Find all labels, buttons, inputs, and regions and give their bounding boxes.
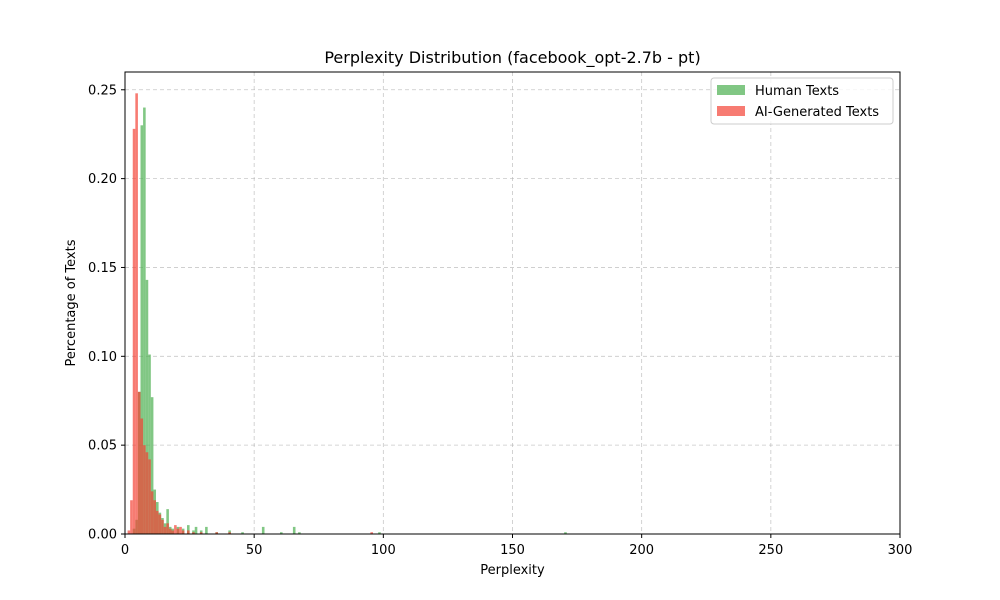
bar-human [205, 526, 208, 534]
x-axis-title: Perplexity [480, 563, 545, 578]
bar-ai [179, 526, 182, 534]
bar-ai [132, 128, 136, 534]
y-tick-label: 0.20 [88, 172, 117, 187]
bar-ai [153, 500, 156, 534]
bar-human [145, 279, 149, 534]
bar-human [194, 526, 198, 534]
bar-ai [370, 532, 373, 534]
x-tick-label: 150 [500, 543, 525, 558]
bar-human [187, 525, 190, 534]
bar-ai [127, 530, 131, 534]
x-tick-label: 0 [121, 543, 129, 558]
chart-title: Perplexity Distribution (facebook_opt-2.… [324, 48, 700, 68]
bar-human [166, 509, 169, 534]
bar-ai [156, 510, 159, 534]
bar-human [150, 397, 154, 534]
legend: Human Texts AI-Generated Texts [710, 77, 894, 125]
bar-human [298, 532, 301, 534]
x-tick-label: 50 [246, 543, 263, 558]
bar-human [564, 532, 567, 534]
bar-ai [150, 491, 154, 534]
legend-swatch-human [717, 85, 745, 95]
x-tick-label: 200 [629, 543, 654, 558]
grid-lines [125, 72, 900, 534]
bar-human [143, 107, 146, 535]
bar-ai [130, 500, 133, 534]
bar-ai [137, 391, 141, 534]
bar-human [280, 532, 283, 534]
x-tick-label: 300 [888, 543, 913, 558]
y-tick-label: 0.10 [88, 350, 117, 365]
axis-ticks: 0 50 100 150 200 250 300 0.00 0.05 0.10 0.15 0.20 0.… [88, 83, 912, 558]
bar-human [261, 526, 265, 534]
bar-ai [140, 418, 144, 534]
bar-ai [181, 530, 185, 534]
bar-ai [176, 528, 180, 534]
bar-ai [228, 532, 231, 534]
legend-label-human: Human Texts [755, 84, 839, 99]
bar-ai [187, 530, 190, 534]
bar-ai [148, 459, 151, 534]
bar-ai [145, 452, 149, 534]
bar-ai [168, 528, 172, 534]
bar-ai [166, 523, 169, 534]
bar-ai [135, 93, 138, 535]
bar-human [140, 125, 144, 535]
histogram-bars [127, 93, 567, 535]
legend-box [710, 77, 894, 125]
bar-ai [143, 445, 146, 534]
bar-ai [163, 526, 167, 534]
series-ai-generated-texts [127, 93, 373, 535]
y-tick-label: 0.15 [88, 261, 117, 276]
x-tick-label: 100 [371, 543, 396, 558]
y-tick-label: 0.25 [88, 83, 117, 98]
bar-ai [199, 532, 203, 534]
x-tick-label: 250 [758, 543, 783, 558]
bar-human [148, 354, 151, 534]
bar-ai [161, 519, 164, 534]
bar-human [378, 532, 381, 534]
bar-human [292, 526, 296, 534]
bar-human [241, 532, 244, 534]
bar-ai [192, 532, 195, 534]
y-axis-title: Percentage of Texts [64, 239, 79, 366]
y-tick-label: 0.00 [88, 528, 117, 543]
legend-swatch-ai [717, 106, 745, 116]
legend-label-ai: AI-Generated Texts [755, 105, 879, 120]
bar-ai [171, 530, 175, 534]
bar-ai [174, 525, 177, 534]
bar-ai [158, 514, 162, 534]
bar-ai [215, 532, 218, 534]
y-tick-label: 0.05 [88, 439, 117, 454]
